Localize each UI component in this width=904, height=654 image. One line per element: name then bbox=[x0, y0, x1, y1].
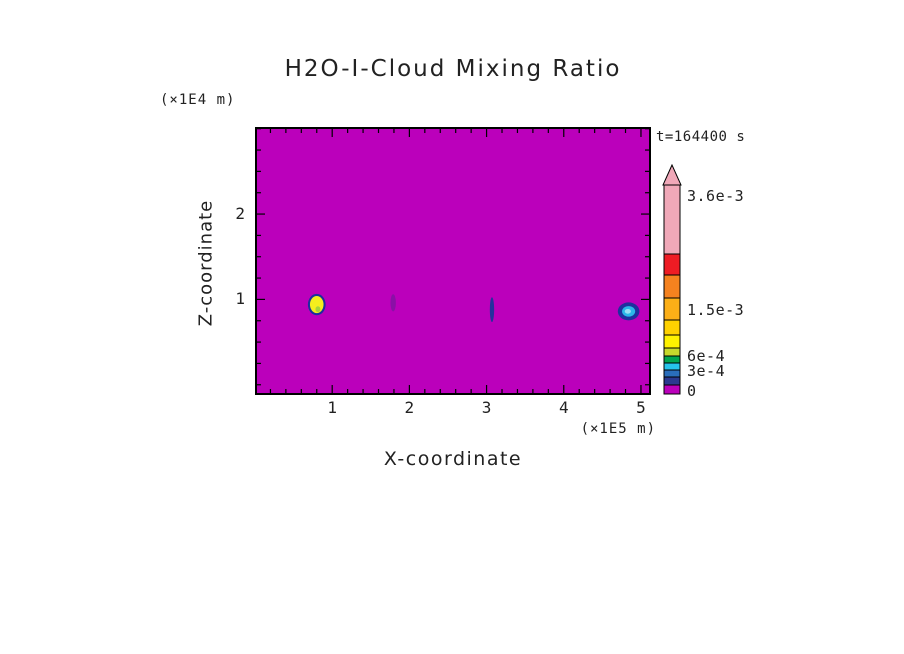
colorbar-segment bbox=[663, 253, 681, 276]
colorbar-label: 1.5e-3 bbox=[687, 301, 745, 319]
colorbar-segment bbox=[663, 319, 681, 336]
colorbar-segment bbox=[663, 369, 681, 378]
cloud-features bbox=[307, 293, 640, 323]
colorbar-arrow bbox=[662, 164, 682, 186]
colorbar-label: 3e-4 bbox=[687, 362, 726, 380]
x-axis-unit-label: (×1E5 m) bbox=[580, 421, 656, 437]
y-axis-label: Z-coordinate bbox=[195, 199, 217, 327]
colorbar-segment bbox=[663, 274, 681, 299]
cloud-feature bbox=[489, 297, 495, 323]
plot-background bbox=[255, 127, 651, 395]
x-tick-label: 4 bbox=[558, 398, 569, 417]
colorbar-label: 0 bbox=[687, 382, 697, 400]
colorbar-segment bbox=[663, 334, 681, 349]
y-tick-label: 1 bbox=[235, 289, 245, 309]
colorbar-label: 6e-4 bbox=[687, 347, 726, 365]
colorbar-segment bbox=[663, 347, 681, 357]
x-tick-label: 5 bbox=[636, 398, 646, 417]
x-tick-label: 2 bbox=[404, 398, 415, 417]
cloud-feature bbox=[624, 308, 631, 314]
cloud-feature bbox=[315, 306, 321, 313]
axis-ticks bbox=[257, 128, 649, 393]
x-axis-label: X-coordinate bbox=[383, 448, 523, 470]
colorbar-segment bbox=[663, 362, 681, 371]
colorbar-labels: 3.6e-3 1.5e-3 6e-4 3e-4 0 bbox=[687, 186, 777, 401]
heatmap-plot bbox=[255, 127, 651, 395]
y-axis-unit-label: (×1E4 m) bbox=[160, 92, 236, 108]
colorbar-label: 3.6e-3 bbox=[687, 187, 745, 205]
colorbar-segment bbox=[663, 297, 681, 321]
colorbar-segment bbox=[663, 384, 681, 395]
cloud-feature bbox=[390, 294, 396, 312]
colorbar bbox=[662, 164, 682, 395]
y-tick-label: 2 bbox=[235, 204, 245, 224]
plot-title: H2O-I-Cloud Mixing Ratio bbox=[284, 56, 622, 82]
x-tick-label: 1 bbox=[327, 398, 337, 417]
plot-frame bbox=[255, 127, 651, 395]
colorbar-segment bbox=[663, 184, 681, 255]
colorbar-segment bbox=[663, 376, 681, 386]
time-annotation: t=164400 s bbox=[656, 129, 746, 145]
colorbar-segment bbox=[663, 355, 681, 364]
x-tick-label: 3 bbox=[481, 398, 492, 417]
